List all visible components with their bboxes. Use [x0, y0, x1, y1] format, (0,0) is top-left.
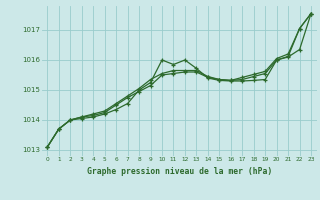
X-axis label: Graphe pression niveau de la mer (hPa): Graphe pression niveau de la mer (hPa): [87, 167, 272, 176]
